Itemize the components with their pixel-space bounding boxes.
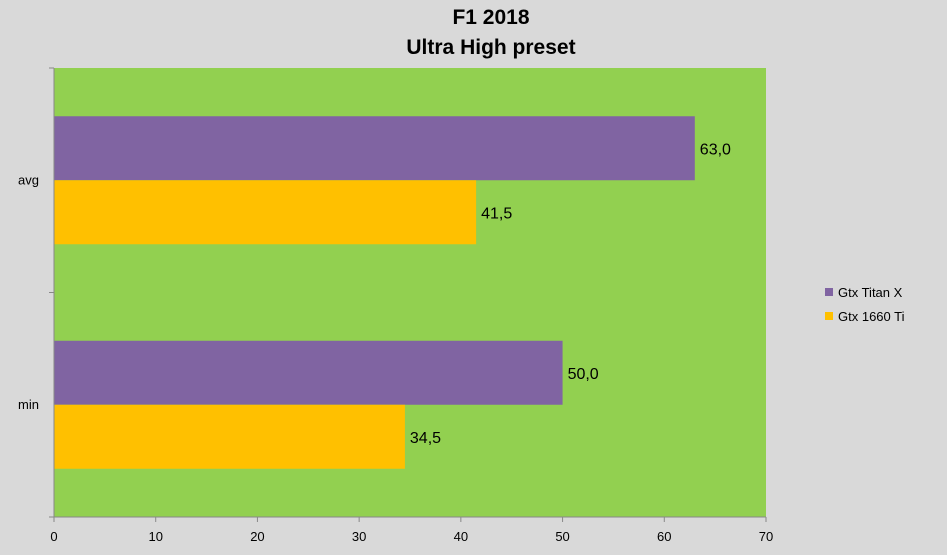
x-tick-label-60: 60 [657,529,671,544]
x-tick-label-70: 70 [759,529,773,544]
x-tick-label-20: 20 [250,529,264,544]
data-label-avg-1: 41,5 [481,205,512,222]
legend-swatch-0 [825,288,833,296]
legend-label-0: Gtx Titan X [838,285,903,300]
legend-label-1: Gtx 1660 Ti [838,309,905,324]
bar-min-0 [54,340,563,405]
x-tick-label-50: 50 [555,529,569,544]
bar-avg-1 [54,180,477,245]
data-label-min-0: 50,0 [568,366,599,383]
x-tick-label-40: 40 [454,529,468,544]
bar-min-1 [54,404,405,469]
chart-title: F1 2018 [452,6,529,29]
chart-subtitle: Ultra High preset [406,36,575,59]
x-tick-label-10: 10 [148,529,162,544]
bar-avg-0 [54,116,695,181]
y-tick-label-min: min [18,397,39,412]
x-tick-label-30: 30 [352,529,366,544]
x-tick-label-0: 0 [50,529,57,544]
data-label-min-1: 34,5 [410,430,441,447]
legend: Gtx Titan X Gtx 1660 Ti [825,285,905,324]
data-label-avg-0: 63,0 [700,141,731,158]
legend-swatch-1 [825,312,833,320]
y-tick-label-avg: avg [18,172,39,187]
